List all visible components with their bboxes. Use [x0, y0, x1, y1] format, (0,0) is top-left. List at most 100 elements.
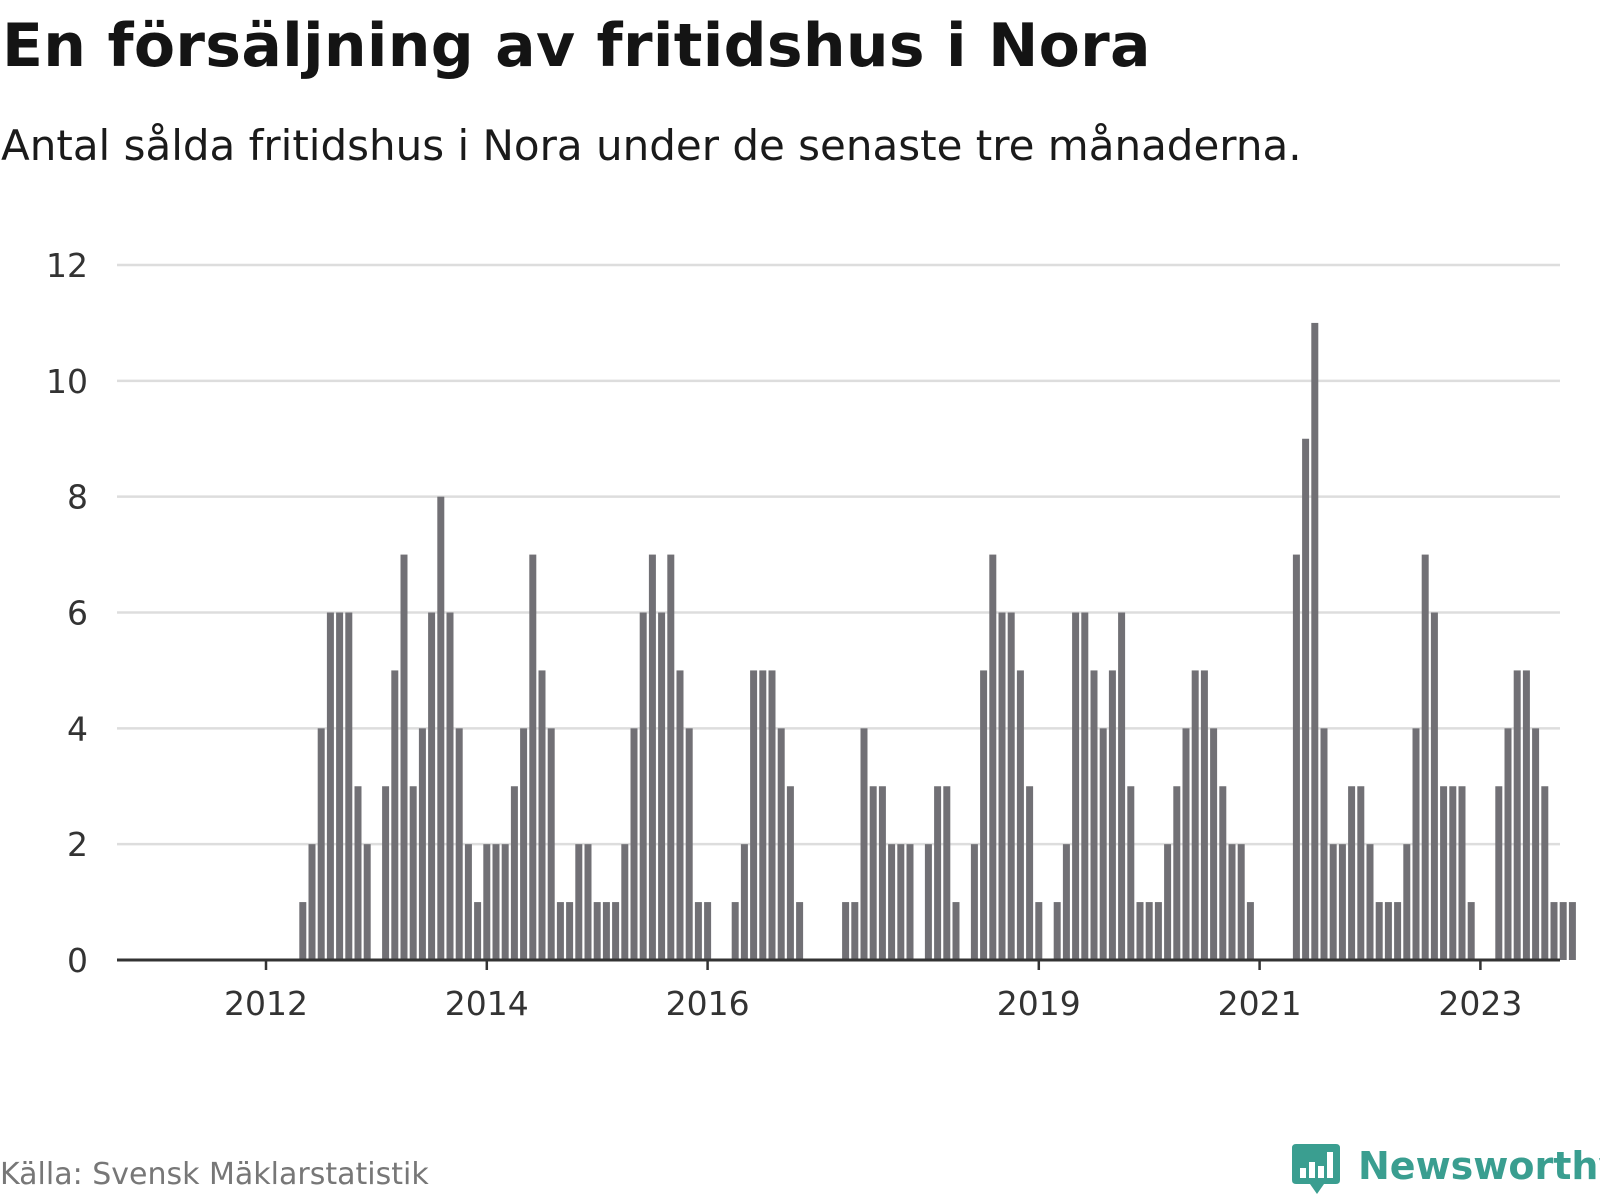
bar	[483, 844, 491, 960]
bar	[658, 612, 666, 960]
bar	[1246, 902, 1254, 960]
bar	[593, 902, 601, 960]
bar	[409, 786, 417, 960]
bar	[630, 728, 638, 960]
bar	[317, 728, 325, 960]
bar	[428, 612, 436, 960]
bar	[750, 670, 758, 960]
y-tick-label: 2	[67, 825, 88, 864]
bar	[934, 786, 942, 960]
brand-name: Newsworthy	[1358, 1144, 1600, 1188]
bar	[897, 844, 905, 960]
bar	[1053, 902, 1061, 960]
bar	[1016, 670, 1024, 960]
bar	[906, 844, 914, 960]
bar	[676, 670, 684, 960]
bar	[1164, 844, 1172, 960]
bar	[1338, 844, 1346, 960]
bar	[1026, 786, 1034, 960]
bar	[1495, 786, 1503, 960]
y-tick-label: 6	[67, 594, 88, 633]
chart-subtitle: Antal sålda fritidshus i Nora under de s…	[1, 121, 1302, 170]
bar	[1292, 554, 1300, 960]
bar	[796, 902, 804, 960]
bar	[1228, 844, 1236, 960]
bar	[888, 844, 896, 960]
bar	[1081, 612, 1089, 960]
x-axis-ticks: 2012 2014 2016 2019 2021 2023	[224, 960, 1522, 1023]
bar	[1108, 670, 1116, 960]
bar	[842, 902, 850, 960]
bar	[1118, 612, 1126, 960]
bar	[547, 728, 555, 960]
bar	[648, 554, 656, 960]
bar	[998, 612, 1006, 960]
bar	[704, 902, 712, 960]
bar	[1504, 728, 1512, 960]
bar	[1210, 728, 1218, 960]
y-tick-label: 4	[67, 709, 88, 748]
bar	[575, 844, 583, 960]
bar	[1458, 786, 1466, 960]
bar	[1302, 438, 1310, 960]
bar	[584, 844, 592, 960]
chart-title: En försäljning av fritidshus i Nora	[2, 11, 1151, 81]
bar	[437, 496, 445, 960]
bar	[1421, 554, 1429, 960]
bar	[1366, 844, 1374, 960]
bar	[602, 902, 610, 960]
bar	[1440, 786, 1448, 960]
bar	[1375, 902, 1383, 960]
bar	[1237, 844, 1245, 960]
x-tick-label: 2012	[224, 984, 308, 1023]
bar	[1430, 612, 1438, 960]
bar	[1173, 786, 1181, 960]
bar	[1550, 902, 1558, 960]
bar	[786, 786, 794, 960]
bar	[1403, 844, 1411, 960]
bar	[1513, 670, 1521, 960]
bar	[455, 728, 463, 960]
bar	[1329, 844, 1337, 960]
bar	[768, 670, 776, 960]
bar	[869, 786, 877, 960]
bar	[1320, 728, 1328, 960]
bar	[391, 670, 399, 960]
y-tick-label: 0	[67, 941, 88, 980]
bar	[1467, 902, 1475, 960]
y-tick-label: 10	[46, 362, 88, 401]
bar	[474, 902, 482, 960]
bar	[1182, 728, 1190, 960]
bar	[538, 670, 546, 960]
bar	[1145, 902, 1153, 960]
brand-logo: Newsworthy	[1290, 1140, 1600, 1200]
bar	[1348, 786, 1356, 960]
x-tick-label: 2019	[997, 984, 1081, 1023]
bar	[878, 786, 886, 960]
bar	[1522, 670, 1530, 960]
y-axis-ticks: 0 2 4 6 8 10 12	[46, 246, 88, 980]
bar	[1568, 902, 1576, 960]
bar	[501, 844, 509, 960]
x-tick-label: 2016	[666, 984, 750, 1023]
bar	[354, 786, 362, 960]
bar	[492, 844, 500, 960]
bar	[1200, 670, 1208, 960]
bar	[1072, 612, 1080, 960]
bar	[1559, 902, 1567, 960]
bar	[363, 844, 371, 960]
bar	[566, 902, 574, 960]
y-tick-label: 8	[67, 478, 88, 517]
bar	[612, 902, 620, 960]
bar	[621, 844, 629, 960]
chart-logo-icon	[1292, 1144, 1340, 1194]
bar	[1449, 786, 1457, 960]
bar	[731, 902, 739, 960]
bar	[952, 902, 960, 960]
bar	[299, 902, 307, 960]
bar	[685, 728, 693, 960]
y-tick-label: 12	[46, 246, 88, 285]
bar	[759, 670, 767, 960]
x-tick-label: 2014	[445, 984, 529, 1023]
